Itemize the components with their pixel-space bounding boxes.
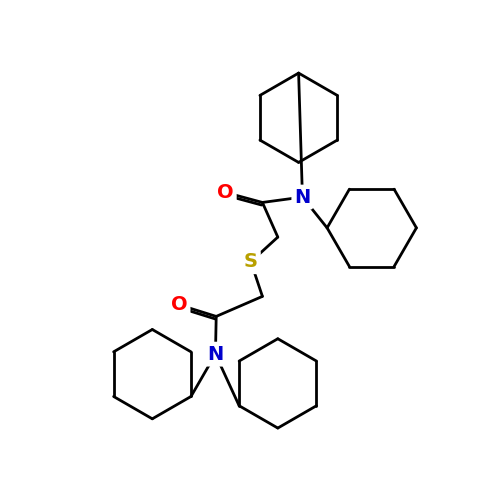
Text: O: O <box>171 296 188 314</box>
Text: S: S <box>244 252 258 271</box>
Text: O: O <box>217 183 234 202</box>
Text: N: N <box>208 344 224 364</box>
Text: N: N <box>294 188 310 206</box>
